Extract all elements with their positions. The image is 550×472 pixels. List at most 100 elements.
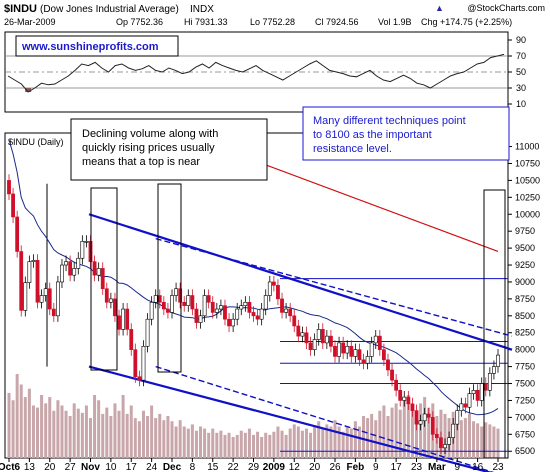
candle-down bbox=[100, 268, 105, 290]
volume-bar bbox=[264, 432, 268, 458]
volume-bar bbox=[284, 434, 288, 458]
annotation-left-box bbox=[70, 118, 268, 181]
price-tick-label: 10000 bbox=[515, 209, 540, 219]
candle-up bbox=[492, 366, 496, 374]
volume-bar bbox=[304, 428, 308, 458]
volume-bar bbox=[190, 424, 194, 458]
x-tick-label: 16 bbox=[472, 462, 484, 472]
volume-bar bbox=[129, 405, 133, 458]
x-tick-label: 24 bbox=[146, 462, 158, 472]
volume-bar bbox=[72, 403, 76, 458]
header-close: Cl 7924.56 bbox=[315, 17, 359, 27]
candle-up bbox=[149, 301, 154, 320]
volume-bar bbox=[268, 434, 272, 458]
candle-down bbox=[390, 369, 394, 381]
candle-up bbox=[324, 335, 329, 344]
volume-bar bbox=[410, 405, 414, 458]
candle-up bbox=[455, 410, 460, 425]
volume-bar bbox=[455, 416, 459, 458]
candle-down bbox=[271, 281, 276, 286]
candle-down bbox=[414, 410, 419, 425]
x-tick-label: 27 bbox=[65, 462, 77, 472]
volume-bar bbox=[158, 413, 162, 458]
volume-bar bbox=[89, 418, 92, 458]
candle-down bbox=[11, 193, 15, 218]
candle-down bbox=[157, 295, 162, 303]
price-tick-label: 6750 bbox=[515, 429, 535, 439]
candle-down bbox=[7, 180, 11, 195]
volume-bar bbox=[64, 410, 68, 458]
volume-bar bbox=[117, 410, 121, 458]
annotation-left-line: Declining volume along with bbox=[82, 128, 218, 140]
candle-up bbox=[284, 308, 289, 313]
header-open: Op 7752.36 bbox=[116, 17, 163, 27]
x-tick-label: 23 bbox=[411, 462, 423, 472]
volume-bar bbox=[329, 426, 333, 458]
volume-bar bbox=[170, 421, 174, 458]
channel-upper-line bbox=[88, 213, 513, 351]
volume-bar bbox=[247, 428, 251, 458]
candle-down bbox=[15, 216, 20, 252]
candle-down bbox=[288, 308, 293, 317]
volume-bar bbox=[203, 428, 207, 458]
volume-bar bbox=[113, 403, 117, 458]
volume-bar bbox=[211, 428, 215, 458]
x-tick-label: Mar bbox=[428, 462, 446, 472]
candle-up bbox=[198, 315, 203, 323]
volume-bar bbox=[23, 397, 27, 458]
candle-down bbox=[320, 329, 325, 344]
annotation-right-line: resistance level. bbox=[313, 143, 392, 155]
candle-up bbox=[235, 308, 240, 320]
candle-down bbox=[125, 308, 130, 330]
price-tick-label: 10250 bbox=[515, 192, 540, 202]
volume-bar bbox=[166, 416, 170, 458]
candle-down bbox=[117, 315, 121, 330]
volume-bar bbox=[317, 421, 321, 458]
candle-up bbox=[174, 288, 178, 296]
candle-up bbox=[186, 295, 191, 306]
candle-down bbox=[178, 288, 183, 303]
candle-down bbox=[296, 325, 301, 337]
volume-bar bbox=[178, 420, 182, 458]
candle-down bbox=[166, 308, 170, 313]
volume-bar bbox=[492, 426, 496, 458]
candle-down bbox=[35, 259, 40, 303]
volume-bar bbox=[349, 428, 353, 458]
candle-down bbox=[280, 298, 284, 313]
candle-down bbox=[434, 434, 439, 438]
volume-bar bbox=[276, 426, 280, 458]
volume-bar bbox=[402, 400, 406, 458]
volume-bar bbox=[162, 420, 166, 458]
volume-bar bbox=[260, 437, 264, 458]
candle-down bbox=[47, 288, 52, 310]
volume-bar bbox=[488, 424, 492, 458]
candle-down bbox=[68, 261, 73, 276]
highlight-box bbox=[157, 183, 182, 373]
volume-bar bbox=[15, 374, 19, 458]
x-tick-label: 2009 bbox=[263, 462, 286, 472]
candle-down bbox=[292, 315, 297, 327]
candle-down bbox=[161, 301, 166, 310]
volume-bar bbox=[309, 432, 313, 458]
candle-up bbox=[76, 257, 81, 269]
volume-bar bbox=[133, 418, 137, 458]
watermark-box bbox=[15, 35, 179, 57]
volume-bar bbox=[80, 412, 84, 458]
candle-down bbox=[341, 342, 346, 354]
price-tick-label: 7500 bbox=[515, 379, 535, 389]
candle-up bbox=[443, 444, 447, 449]
volume-bar bbox=[109, 416, 113, 458]
candle-down bbox=[104, 288, 109, 303]
candle-up bbox=[353, 349, 358, 357]
candle-down bbox=[439, 437, 443, 449]
x-tick-label: 22 bbox=[228, 462, 240, 472]
annotation-right-box bbox=[302, 106, 510, 161]
highlight-box bbox=[483, 189, 506, 459]
candle-up bbox=[60, 264, 64, 283]
volume-bar bbox=[394, 403, 398, 458]
volume-bar bbox=[125, 413, 129, 458]
volume-bar bbox=[480, 426, 484, 458]
volume-bar bbox=[341, 431, 345, 458]
x-tick-label: Feb bbox=[346, 462, 364, 472]
volume-bar bbox=[382, 405, 386, 458]
